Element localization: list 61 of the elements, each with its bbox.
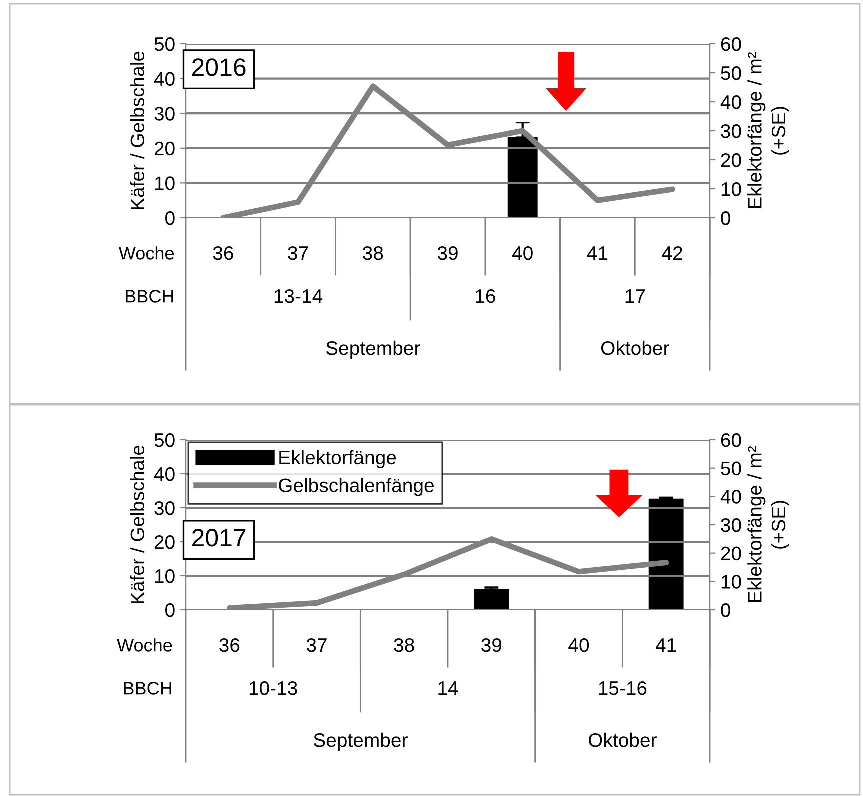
y2-tick-label: 10 bbox=[722, 575, 742, 589]
y-axis-title: Käfer / Gelbschale bbox=[130, 446, 145, 604]
y2-tick-label: 0 bbox=[721, 211, 730, 226]
y-tick-label: 10 bbox=[155, 569, 175, 584]
y-tick-label: 50 bbox=[154, 433, 175, 448]
y2-axis-title: Eklektorfänge / m² (+SE) bbox=[748, 52, 790, 208]
y2-tick-label: 50 bbox=[721, 462, 742, 476]
x-tick-label: 37 bbox=[288, 246, 308, 260]
x-tick-label: 39 bbox=[438, 246, 458, 260]
y2-tick-label: 60 bbox=[721, 37, 742, 52]
x-tick-label: 39 bbox=[482, 638, 502, 652]
x-tick-label: 41 bbox=[656, 638, 676, 652]
text: BBCH bbox=[124, 682, 172, 695]
text: 15-16 bbox=[599, 681, 647, 696]
annotation: 2017 bbox=[192, 529, 246, 547]
y2-tick-label: 40 bbox=[720, 95, 742, 110]
text: Woche bbox=[117, 638, 172, 652]
x-tick-label: 36 bbox=[220, 638, 240, 652]
y2-tick-label: 60 bbox=[721, 433, 742, 448]
x-tick-label: 36 bbox=[213, 246, 234, 260]
x-tick-label: 42 bbox=[662, 246, 682, 260]
y2-tick-label: 30 bbox=[721, 124, 742, 138]
text: Oktober bbox=[601, 340, 670, 356]
y-axis-title: Käfer / Gelbschale bbox=[130, 52, 145, 210]
y-tick-label: 20 bbox=[154, 535, 175, 550]
text: BBCH bbox=[126, 290, 174, 303]
text: 14 bbox=[438, 682, 458, 696]
y-tick-label: 10 bbox=[155, 176, 175, 190]
y2-tick-label: 40 bbox=[720, 490, 742, 504]
y2-tick-label: 50 bbox=[721, 66, 742, 80]
text: 13-14 bbox=[274, 289, 323, 304]
annotation: 2016 bbox=[192, 58, 246, 76]
text: Woche bbox=[118, 246, 174, 260]
text: 17 bbox=[626, 290, 645, 304]
y-tick-label: 40 bbox=[154, 467, 175, 482]
y-tick-label: 40 bbox=[154, 72, 175, 86]
x-tick-label: 38 bbox=[363, 246, 384, 260]
y-tick-label: 20 bbox=[154, 142, 175, 156]
y-tick-label: 50 bbox=[154, 37, 175, 52]
y-tick-label: 0 bbox=[166, 603, 175, 618]
y2-tick-label: 0 bbox=[721, 603, 730, 618]
text: 16 bbox=[476, 289, 496, 304]
legend-label: Eklektorfänge bbox=[280, 450, 396, 468]
y2-tick-label: 20 bbox=[721, 546, 742, 561]
y2-tick-label: 10 bbox=[722, 182, 742, 196]
text: September bbox=[326, 340, 420, 360]
y2-axis-title: Eklektorfänge / m² (+SE) bbox=[748, 446, 790, 602]
y-tick-label: 30 bbox=[154, 501, 175, 516]
text: Oktober bbox=[589, 732, 657, 748]
x-tick-label: 38 bbox=[394, 638, 414, 652]
y2-tick-label: 30 bbox=[721, 518, 742, 532]
x-tick-label: 37 bbox=[306, 638, 327, 652]
text: September bbox=[314, 732, 408, 752]
x-tick-label: 41 bbox=[587, 246, 608, 260]
x-tick-label: 40 bbox=[568, 638, 590, 652]
legend-label: Gelbschalenfänge bbox=[279, 478, 434, 496]
y2-tick-label: 20 bbox=[721, 153, 742, 168]
y-tick-label: 0 bbox=[166, 211, 175, 226]
x-tick-label: 40 bbox=[512, 246, 533, 260]
text: 10-13 bbox=[250, 681, 298, 696]
y-tick-label: 30 bbox=[154, 107, 175, 121]
